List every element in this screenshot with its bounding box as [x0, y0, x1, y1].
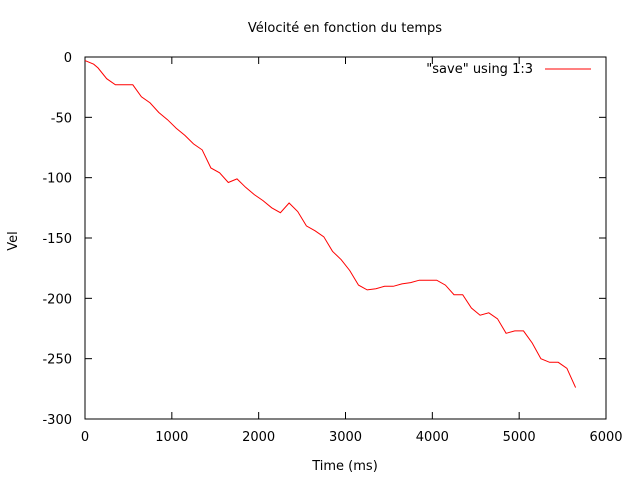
y-tick-label: -200	[42, 292, 72, 307]
y-axis-label: Vel	[6, 231, 21, 251]
series-layer	[84, 60, 577, 388]
plot-frame	[84, 56, 607, 420]
series-line	[84, 60, 577, 388]
axis-ticks: 0 1000 2000 3000 4000 5000 6000 0 -50 -100 -150 -20…	[42, 51, 622, 445]
legend: "save" using 1:3	[426, 62, 591, 77]
y-tick-label: -250	[42, 353, 72, 368]
x-tick-label: 4000	[416, 430, 449, 445]
x-tick-label: 5000	[503, 430, 536, 445]
x-tick-label: 1000	[155, 430, 188, 445]
x-tick-label: 6000	[589, 430, 622, 445]
y-tick-label: -150	[42, 232, 72, 247]
y-tick-label: -300	[42, 413, 72, 428]
legend-label: "save" using 1:3	[426, 62, 533, 77]
x-axis-label: Time (ms)	[311, 459, 378, 474]
x-tick-label: 2000	[242, 430, 275, 445]
chart-title: Vélocité en fonction du temps	[248, 21, 442, 36]
y-tick-label: 0	[64, 51, 72, 66]
y-tick-label: -100	[42, 172, 72, 187]
x-tick-label: 3000	[329, 430, 362, 445]
x-tick-label: 0	[81, 430, 89, 445]
y-tick-label: -50	[51, 111, 72, 126]
